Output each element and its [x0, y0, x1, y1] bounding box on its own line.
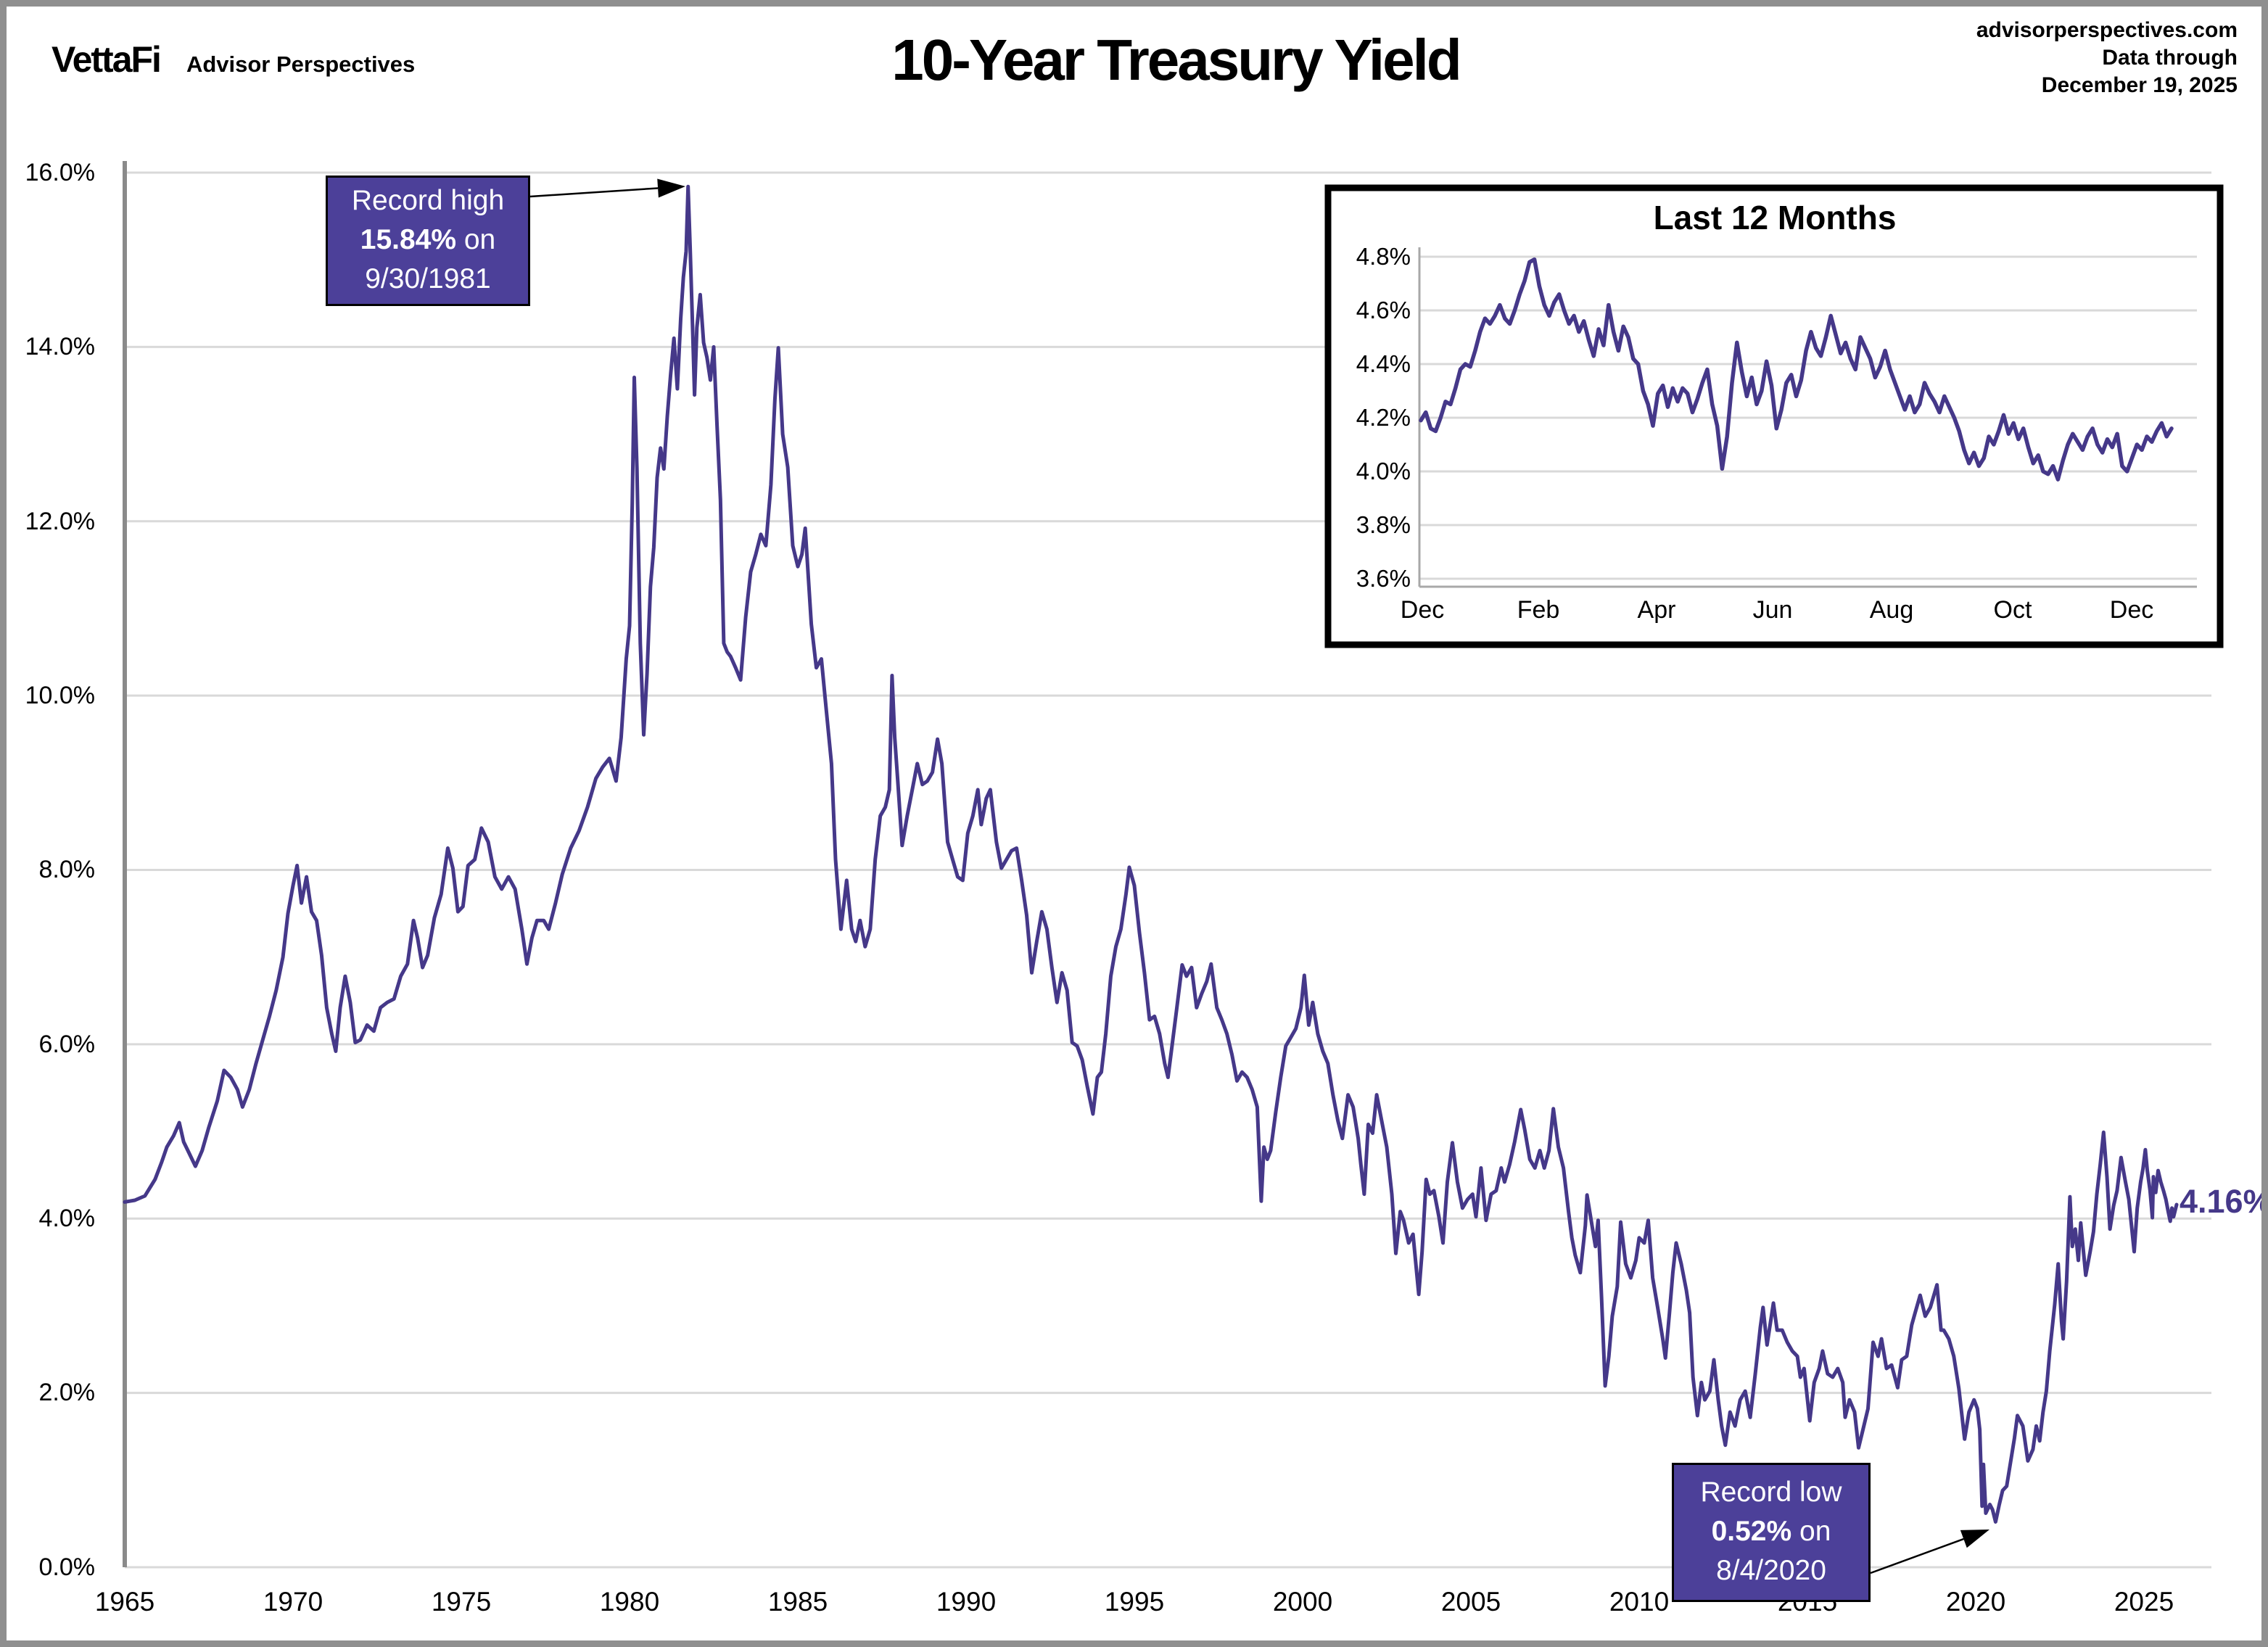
- y-tick-10: 10.0%: [25, 682, 95, 709]
- y-tick-2: 2.0%: [38, 1379, 96, 1406]
- y-tick-8: 8.0%: [38, 856, 96, 883]
- x-tick-2020: 2020: [1945, 1587, 2006, 1617]
- source-url: advisorperspectives.com: [1976, 18, 2238, 42]
- record-low-value-line: 0.52% on: [1711, 1516, 1831, 1547]
- inset-y-tick-4_0: 4.0%: [1356, 458, 1411, 484]
- y-tick-0: 0.0%: [38, 1553, 96, 1581]
- inset-x-tick-oct: Oct: [1993, 596, 2032, 624]
- inset-x-tick-aug: Aug: [1869, 596, 1914, 624]
- x-tick-2000: 2000: [1272, 1587, 1333, 1617]
- x-tick-1970: 1970: [263, 1587, 323, 1617]
- x-tick-2005: 2005: [1440, 1587, 1501, 1617]
- inset-y-tick-4_4: 4.4%: [1356, 350, 1411, 377]
- inset-x-tick-apr: Apr: [1637, 596, 1676, 624]
- current-value-label: 4.16%: [2180, 1183, 2268, 1220]
- inset-y-tick-4_2: 4.2%: [1356, 404, 1411, 431]
- record-low-label: Record low: [1700, 1477, 1842, 1508]
- record-low-date: 8/4/2020: [1716, 1555, 1826, 1586]
- x-tick-2025: 2025: [2114, 1587, 2174, 1617]
- inset-y-tick-3_6: 3.6%: [1356, 565, 1411, 592]
- page-title: 10-Year Treasury Yield: [891, 28, 1461, 92]
- inset-y-tick-4_6: 4.6%: [1356, 297, 1411, 323]
- y-tick-12: 12.0%: [25, 508, 95, 535]
- inset-title: Last 12 Months: [1653, 199, 1897, 236]
- y-tick-16: 16.0%: [25, 159, 95, 186]
- x-tick-1990: 1990: [936, 1587, 997, 1617]
- x-tick-1975: 1975: [431, 1587, 492, 1617]
- record-high-value-line: 15.84% on: [360, 224, 496, 255]
- x-tick-1985: 1985: [767, 1587, 828, 1617]
- source-date: December 19, 2025: [2041, 73, 2238, 97]
- y-tick-14: 14.0%: [25, 333, 95, 360]
- x-tick-1995: 1995: [1104, 1587, 1165, 1617]
- inset-y-tick-4_8: 4.8%: [1356, 243, 1411, 270]
- inset-x-tick-dec1: Dec: [1400, 596, 1445, 624]
- main-chart-svg: [123, 161, 2224, 1574]
- source-data-through: Data through: [2102, 46, 2238, 70]
- inset-x-tick-jun: Jun: [1752, 596, 1793, 624]
- inset-y-tick-3_8: 3.8%: [1356, 511, 1411, 538]
- record-high-annotation: Record high 15.84% on 9/30/1981: [326, 176, 530, 306]
- record-high-date: 9/30/1981: [365, 263, 491, 294]
- vettafi-logo: VettaFi: [51, 39, 162, 80]
- inset-x-tick-feb: Feb: [1517, 596, 1560, 624]
- record-high-label: Record high: [351, 185, 505, 216]
- x-tick-2010: 2010: [1609, 1587, 1670, 1617]
- x-tick-1980: 1980: [599, 1587, 660, 1617]
- inset-x-tick-dec2: Dec: [2109, 596, 2154, 624]
- y-tick-6: 6.0%: [38, 1031, 96, 1058]
- y-tick-4: 4.0%: [38, 1205, 96, 1232]
- logo-subtitle: Advisor Perspectives: [186, 51, 416, 77]
- header-logo: VettaFi Advisor Perspectives: [51, 38, 415, 81]
- source-attribution: advisorperspectives.com Data through Dec…: [1976, 17, 2238, 99]
- x-tick-1965: 1965: [94, 1587, 155, 1617]
- record-low-annotation: Record low 0.52% on 8/4/2020: [1672, 1463, 1871, 1602]
